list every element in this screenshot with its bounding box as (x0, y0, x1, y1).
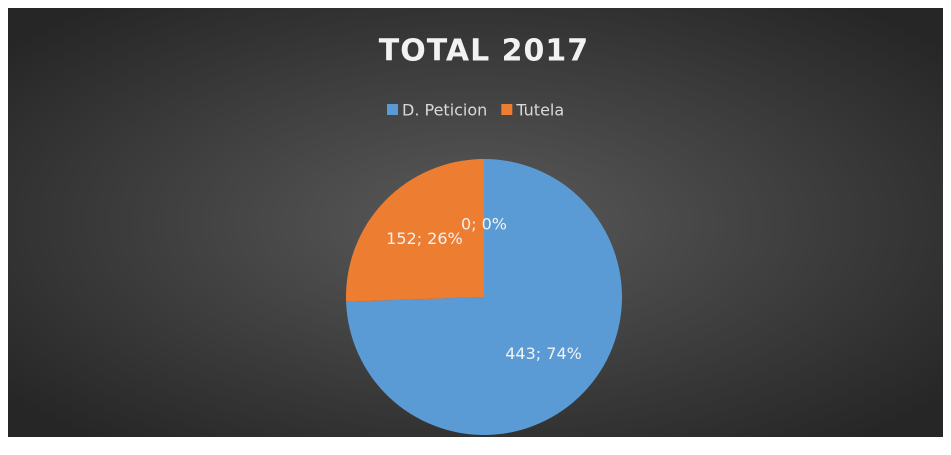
data-label: 443; 74% (505, 344, 582, 363)
chart-title: TOTAL 2017 (379, 34, 589, 69)
data-label: 152; 26% (386, 229, 463, 248)
legend-label: D. Peticion (402, 101, 487, 120)
pie-slice (346, 159, 623, 436)
pie-slice (346, 159, 484, 302)
legend-label: Tutela (515, 101, 564, 120)
legend-swatch (387, 104, 398, 115)
legend-swatch (501, 104, 513, 115)
data-label: 0; 0% (461, 215, 507, 234)
